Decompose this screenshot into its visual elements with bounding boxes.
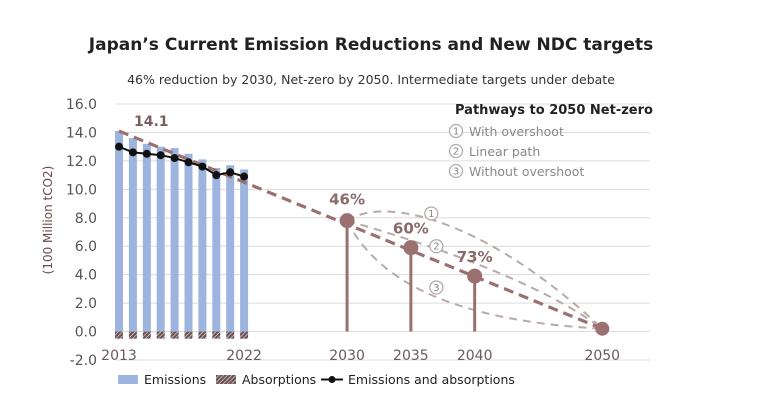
y-tick-label: 6.0: [75, 239, 97, 255]
net-point: [170, 154, 179, 163]
absorption-bars: [115, 331, 249, 339]
target-percent-label: 73%: [457, 248, 493, 266]
net-point: [128, 148, 137, 157]
y-tick-label: 14.0: [66, 125, 97, 141]
emission-bar: [142, 143, 151, 332]
y-tick-label: 2.0: [75, 296, 97, 312]
y-tick-label: 0.0: [75, 325, 97, 341]
emission-bar: [226, 165, 235, 332]
target-markers: [339, 213, 610, 336]
chart-subtitle: 46% reduction by 2030, Net-zero by 2050.…: [127, 72, 615, 87]
net-point: [156, 151, 165, 160]
emission-bar: [184, 153, 193, 332]
legend-label: Absorptions: [242, 372, 316, 387]
net-point: [198, 162, 207, 171]
y-tick-label: 4.0: [75, 268, 97, 284]
absorption-bar: [198, 331, 207, 339]
absorption-bar: [142, 331, 151, 339]
pathway-legend-label: Without overshoot: [469, 164, 584, 179]
pathway-legend-number: 2: [453, 147, 459, 158]
x-tick-label: 2013: [101, 348, 137, 364]
x-tick-label: 2035: [393, 348, 429, 364]
legend-label: Emissions and absorptions: [348, 372, 515, 387]
absorption-bar: [226, 331, 235, 339]
emission-bar: [156, 146, 165, 332]
pathway-legend-circle: [448, 143, 464, 159]
net-point: [184, 158, 193, 167]
chart-title: Japan’s Current Emission Reductions and …: [88, 35, 653, 55]
y-tick-label: 16.0: [66, 97, 97, 113]
pathway-legend-circle: [448, 123, 464, 139]
emission-bar: [128, 138, 137, 332]
pathway-number-circle: [429, 280, 444, 295]
data-labels: 14.1 46% 60% 73% 1 2 3: [134, 114, 493, 295]
pathway-number: 2: [433, 242, 439, 253]
start-value-label: 14.1: [134, 114, 169, 130]
pathway-legend-number: 1: [453, 127, 459, 138]
y-tick-label: -2.0: [70, 353, 97, 369]
net-point: [212, 171, 221, 180]
x-tick-label: 2030: [329, 348, 365, 364]
pathway-legend-label: With overshoot: [469, 124, 564, 139]
net-point: [226, 168, 235, 177]
y-axis-label: (100 Million tCO2): [41, 166, 55, 275]
pathway-legend-number: 3: [453, 167, 459, 178]
pathway-legend-circle: [448, 163, 464, 179]
pathway-number-circle: [429, 239, 444, 254]
legend-label: Emissions: [144, 372, 206, 387]
absorption-bar: [184, 331, 193, 339]
pathway-curve: [346, 219, 603, 330]
emission-bar: [198, 159, 207, 332]
net-line: [118, 145, 245, 178]
y-axis: 16.0 14.0 12.0 10.0 8.0 6.0 4.0 2.0 0.0 -2.0: [66, 97, 97, 369]
absorptions-legend-swatch: [216, 375, 236, 384]
pathways-legend: Pathways to 2050 Net-zero 1 With overshoo…: [448, 103, 653, 179]
target-marker: [467, 268, 483, 284]
pathway-number-circle: [424, 206, 439, 221]
y-tick-label: 10.0: [66, 182, 97, 198]
emission-bar: [170, 148, 179, 332]
net-point: [142, 149, 151, 158]
absorption-bar: [212, 331, 221, 339]
emissions-legend-swatch: [118, 375, 138, 384]
pathway-number: 1: [428, 209, 434, 220]
y-tick-label: 8.0: [75, 211, 97, 227]
x-tick-label: 2050: [584, 348, 620, 364]
absorption-bar: [128, 331, 137, 339]
target-percent-label: 46%: [329, 191, 365, 209]
target-percent-label: 60%: [393, 220, 429, 238]
emission-bars: [115, 131, 249, 332]
target-marker: [403, 240, 419, 256]
grid: [116, 103, 650, 361]
net-point: [240, 172, 249, 181]
net-point: [115, 142, 123, 151]
absorption-bar: [240, 331, 249, 339]
absorption-bar: [115, 331, 123, 339]
pathway-curve: [346, 210, 603, 330]
emission-bar: [240, 169, 249, 332]
absorption-bar: [170, 331, 179, 339]
pathway-curve: [346, 220, 603, 330]
target-marker: [595, 321, 610, 336]
emission-bar: [212, 168, 221, 332]
target-marker: [339, 213, 355, 229]
x-tick-label: 2022: [226, 348, 262, 364]
absorption-bar: [156, 331, 165, 339]
pathway-legend-label: Linear path: [469, 144, 540, 159]
bottom-legend: Emissions Absorptions Emissions and absorp…: [118, 372, 515, 387]
x-axis: 2013 2022 2030 2035 2040 2050: [101, 348, 620, 364]
y-tick-label: 12.0: [66, 154, 97, 170]
pathway-number: 3: [433, 283, 439, 294]
net-emissions-line: [115, 142, 249, 181]
pathways-legend-title: Pathways to 2050 Net-zero: [455, 103, 653, 118]
emission-bar: [115, 131, 123, 332]
x-tick-label: 2040: [457, 348, 493, 364]
net-legend-dot: [328, 376, 336, 383]
